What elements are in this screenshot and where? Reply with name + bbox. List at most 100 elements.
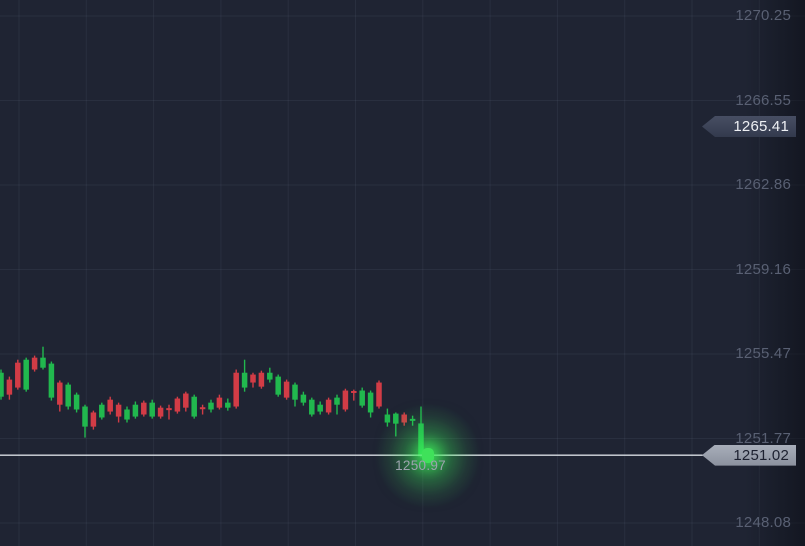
candle (132, 401, 139, 419)
candle-body (409, 418, 416, 421)
candle-body (132, 404, 139, 417)
candle-body (15, 362, 21, 388)
candle (199, 404, 206, 415)
candle (23, 357, 29, 392)
candle (48, 361, 55, 401)
candle (115, 402, 122, 423)
candle (208, 399, 214, 413)
candle-body (216, 397, 223, 408)
candle (409, 415, 416, 426)
candle (300, 391, 307, 406)
candle-body (401, 414, 407, 423)
candle-body (359, 390, 365, 406)
candle-body (124, 409, 130, 420)
candle (401, 412, 407, 426)
candle (65, 382, 71, 410)
candle-body (107, 399, 113, 412)
candle (82, 404, 88, 438)
candle-body (191, 396, 197, 417)
price-tag-upper-value: 1265.41 (733, 118, 789, 136)
price-tag-current: 1251.02 (702, 444, 796, 466)
candle (267, 367, 273, 383)
candle-body (384, 414, 391, 423)
candle-body (317, 404, 323, 412)
candle-body (57, 382, 63, 405)
candle-body (199, 407, 206, 410)
candle (359, 387, 365, 408)
candle-body (258, 372, 265, 387)
candle-body (275, 376, 281, 395)
candle (191, 394, 197, 419)
candle (275, 374, 281, 397)
candle-body (300, 394, 307, 403)
candle (309, 397, 315, 417)
candle (342, 388, 349, 412)
candle (174, 396, 181, 414)
candle (107, 396, 113, 415)
candle-body (334, 397, 340, 405)
candle-body (23, 359, 29, 390)
candle (233, 369, 239, 409)
candle-body (225, 402, 231, 408)
candle (258, 370, 265, 389)
candle-body (267, 372, 273, 380)
candle (216, 394, 223, 410)
candle (334, 394, 340, 415)
candle-body (31, 357, 38, 370)
candle (141, 400, 147, 417)
candle-body (0, 372, 4, 397)
candle (241, 359, 248, 392)
candle (40, 346, 46, 370)
candle-body (6, 379, 13, 395)
candle-body (65, 384, 71, 407)
candle-body (48, 363, 55, 398)
candle-body (73, 394, 80, 410)
candle (393, 412, 399, 437)
candle-body (99, 404, 105, 418)
candle-body (283, 381, 290, 398)
candle-body (208, 402, 214, 410)
candle (384, 408, 391, 427)
candle (73, 392, 80, 413)
candle (225, 398, 231, 411)
candle-body (241, 372, 248, 388)
candle-body (166, 408, 172, 411)
candle (15, 359, 21, 390)
candle-body (174, 398, 181, 412)
candle-body (40, 357, 46, 368)
candle-body (90, 412, 97, 427)
candle-body (309, 399, 315, 415)
candle (351, 389, 357, 401)
candle (183, 391, 189, 412)
candle-body (418, 423, 424, 457)
price-tag-current-value: 1251.02 (733, 446, 789, 464)
candle-body (141, 402, 147, 415)
candle (325, 397, 332, 415)
candle-body (157, 407, 164, 417)
candle (250, 372, 256, 388)
price-tag-upper: 1265.41 (702, 116, 796, 138)
candle-body (367, 392, 374, 413)
candle (124, 406, 130, 423)
candle (166, 404, 172, 420)
candle (0, 369, 4, 400)
candle (99, 402, 105, 420)
candle-body (325, 399, 332, 413)
candle-body (233, 372, 239, 407)
candle (57, 380, 63, 412)
candle (376, 380, 382, 409)
candle (6, 376, 13, 400)
candle (292, 382, 298, 407)
candle-body (250, 374, 256, 383)
candle-body (115, 404, 122, 417)
candle-body (183, 393, 189, 408)
candle (283, 379, 290, 400)
candle-body (376, 382, 382, 407)
candle-body (351, 390, 357, 393)
candle (31, 355, 38, 372)
candle-body (393, 413, 399, 424)
candles-layer (0, 346, 424, 458)
